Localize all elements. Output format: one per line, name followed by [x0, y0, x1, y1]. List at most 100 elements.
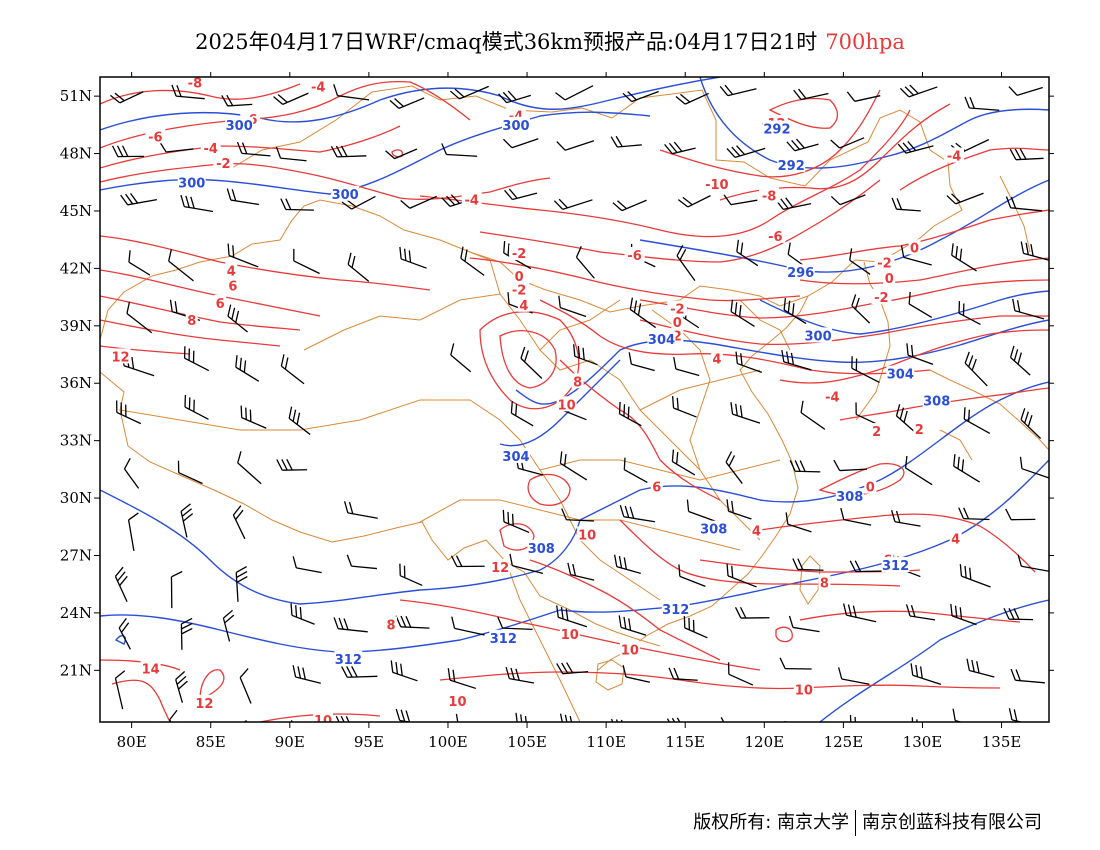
wind-barb — [400, 195, 437, 209]
temperature-label: 10 — [558, 398, 576, 413]
temp-contour-m4c — [899, 147, 1049, 191]
temperature-label: -2 — [512, 283, 526, 298]
height-label-bg — [661, 601, 690, 617]
wind-barb — [1009, 148, 1044, 161]
wind-barb — [520, 346, 543, 379]
wind-barb — [330, 145, 367, 158]
wind-barb — [553, 198, 593, 210]
wind-barb — [273, 92, 310, 106]
temperature-label-bg — [194, 694, 215, 710]
height-label: 304 — [502, 450, 529, 465]
temperature-label-bg — [619, 641, 640, 657]
temperature-label: 0 — [866, 481, 875, 496]
temperature-label-bg — [750, 522, 763, 538]
wind-barb — [159, 141, 194, 153]
temp-contour-m10 — [659, 89, 881, 178]
wind-barb — [783, 297, 807, 325]
wind-barb — [1017, 554, 1049, 572]
wind-barb — [1020, 241, 1049, 261]
temp-contour-m6a — [100, 80, 471, 149]
wind-barb — [964, 351, 988, 387]
temperature-label-bg — [650, 478, 663, 494]
height-label-bg — [777, 157, 806, 173]
temperature-label: 0 — [885, 272, 894, 287]
wind-barb — [555, 85, 594, 101]
wind-barb — [622, 90, 659, 103]
lon-label: 115E — [665, 733, 705, 751]
height-label-bg — [501, 116, 530, 132]
temperature-label-bg — [577, 526, 598, 542]
wind-barb — [243, 720, 247, 722]
wind-barb — [567, 562, 595, 581]
wind-barb — [678, 564, 706, 587]
temperature-label-bg — [140, 660, 161, 676]
wind-barb — [789, 460, 821, 473]
temp-contour-m2a — [100, 162, 551, 200]
wind-barb — [723, 194, 758, 206]
lat-label: 48N — [60, 145, 92, 163]
wind-barb — [341, 195, 376, 210]
wind-barb — [830, 194, 866, 206]
temp-contour-m4a — [100, 125, 401, 169]
temperature-label: 8 — [187, 314, 196, 329]
wind-barb — [851, 356, 880, 384]
height-contour-300c — [759, 290, 1049, 335]
height-label-bg — [225, 116, 254, 132]
temperature-label: 8 — [387, 618, 396, 633]
wind-barb — [623, 457, 648, 484]
temperature-label-bg — [765, 227, 786, 243]
temperature-label: 12 — [112, 350, 130, 365]
lon-label: 120E — [745, 733, 785, 751]
temperature-label-bg — [513, 268, 526, 284]
height-contour-304a — [515, 319, 1049, 405]
wind-barb — [390, 660, 418, 682]
temp-contour-4 — [539, 299, 931, 375]
temperature-label: 4 — [227, 264, 236, 279]
wind-barb — [280, 354, 305, 385]
temperature-contours — [100, 80, 1049, 722]
temp-contour-west10 — [100, 319, 281, 347]
temperature-label-bg — [447, 692, 468, 708]
height-label: 312 — [490, 632, 517, 647]
height-label-bg — [334, 650, 363, 666]
height-label-bg — [527, 539, 556, 555]
temperature-label-bg — [556, 396, 577, 412]
wind-barb — [171, 84, 205, 100]
wind-barb — [333, 84, 370, 101]
temperature-label-bg — [871, 289, 892, 305]
height-label-bg — [489, 629, 518, 645]
wind-barb — [127, 512, 139, 552]
wind-barb — [1019, 456, 1049, 479]
wind-barb — [347, 252, 370, 282]
wind-barb — [128, 250, 151, 276]
wind-barb — [441, 143, 478, 157]
wind-barb — [726, 563, 757, 588]
footer-credits: 版权所有: 南京大学 南京创蓝科技有限公司 — [693, 808, 1042, 836]
wind-barb — [237, 451, 262, 485]
temperature-label-bg — [944, 147, 965, 163]
wind-barb — [675, 92, 709, 105]
axis-labels: 80E 85E 90E 95E 100E 105E 110E 115E 120E 125E 130E… — [60, 87, 1022, 751]
height-label: 304 — [887, 368, 914, 383]
temperature-label: -6 — [768, 230, 782, 245]
wind-barb — [676, 244, 696, 281]
wind-barb — [666, 717, 681, 722]
wind-barb — [727, 662, 754, 686]
wind-barb — [399, 246, 427, 269]
footer-separator — [855, 810, 856, 836]
wind-barb — [510, 401, 534, 427]
taiwan-island — [799, 555, 821, 605]
southwest-border — [100, 371, 661, 647]
wind-barb — [460, 246, 485, 276]
wind-barb — [618, 401, 642, 427]
lon-label: 105E — [507, 733, 547, 751]
wind-barb — [725, 451, 743, 484]
wind-barb — [333, 617, 368, 633]
lon-label: 80E — [117, 733, 147, 751]
wind-barb — [734, 606, 770, 619]
wind-barb — [116, 400, 142, 425]
wind-barb — [497, 616, 533, 631]
wind-barb — [1005, 196, 1043, 212]
wind-barb — [559, 451, 588, 481]
wind-barb — [226, 188, 260, 206]
